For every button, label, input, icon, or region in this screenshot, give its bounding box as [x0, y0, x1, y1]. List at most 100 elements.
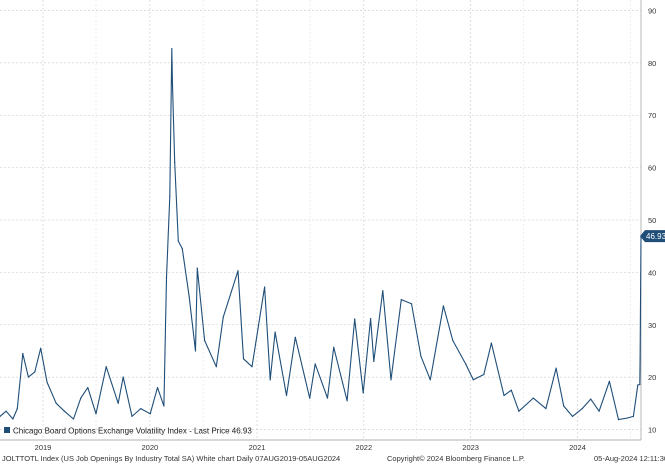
data-point: [390, 379, 392, 381]
data-point: [40, 347, 42, 349]
data-point: [80, 397, 82, 399]
data-point: [72, 418, 75, 420]
data-point: [617, 419, 620, 421]
data-point: [95, 413, 97, 415]
data-point: [608, 380, 611, 382]
data-point: [626, 417, 629, 419]
data-point: [382, 290, 384, 292]
data-point: [171, 80, 173, 82]
footer-source-text: JOLTTOTL Index (US Job Openings By Indus…: [2, 454, 341, 463]
data-point: [34, 371, 36, 373]
data-point: [269, 379, 271, 381]
data-point: [22, 353, 24, 355]
x-tick-label: 2021: [249, 443, 266, 452]
data-point: [174, 161, 176, 163]
y-tick-label: 80: [648, 59, 656, 68]
legend: Chicago Board Options Exchange Volatilit…: [4, 427, 252, 436]
footer-timestamp: 05-Aug-2024 12:11:30: [594, 454, 665, 463]
data-point: [571, 415, 574, 417]
x-tick-label: 2023: [462, 443, 479, 452]
data-point: [639, 383, 641, 386]
x-tick-label: 2019: [35, 443, 52, 452]
data-point: [637, 384, 639, 386]
data-point: [181, 248, 183, 250]
data-point: [194, 350, 197, 352]
data-point: [452, 339, 454, 342]
data-point: [442, 305, 444, 307]
data-point: [149, 413, 151, 415]
data-point: [87, 387, 89, 389]
data-point: [362, 392, 364, 394]
data-point: [215, 366, 217, 368]
data-point: [465, 363, 467, 365]
last-price-tag: 46.93: [640, 230, 665, 243]
y-tick-label: 20: [648, 373, 656, 382]
data-point: [483, 373, 485, 376]
data-point: [532, 397, 534, 399]
data-point: [285, 394, 288, 397]
data-point: [5, 410, 7, 412]
data-point: [196, 267, 198, 269]
data-point: [165, 277, 168, 279]
data-point: [632, 415, 635, 417]
data-point: [346, 400, 348, 402]
x-tick-label: 2024: [569, 443, 586, 452]
y-tick-label: 60: [648, 164, 656, 173]
data-point: [274, 331, 276, 333]
data-point: [122, 376, 124, 378]
data-point: [188, 295, 190, 297]
y-axis-tick-labels: 10 20 30 40 50 60 70 80 90: [648, 6, 656, 434]
data-point: [156, 387, 159, 389]
y-tick-label: 30: [648, 321, 656, 330]
last-price-tag-shape: [640, 230, 665, 243]
data-point: [581, 408, 583, 410]
data-point: [222, 316, 224, 318]
legend-swatch: [4, 427, 10, 433]
data-point: [590, 398, 592, 400]
data-point: [472, 379, 474, 381]
data-point: [16, 408, 18, 410]
data-point: [55, 402, 57, 404]
data-point: [309, 397, 311, 399]
x-tick-label: 2020: [142, 443, 159, 452]
data-point: [333, 346, 335, 348]
data-point: [314, 363, 316, 365]
data-point: [410, 303, 413, 305]
data-point: [171, 48, 173, 50]
legend-entry: Chicago Board Options Exchange Volatilit…: [13, 427, 252, 436]
data-point: [251, 366, 253, 368]
data-point: [105, 366, 107, 368]
data-point: [420, 355, 422, 357]
data-point: [163, 405, 165, 407]
y-tick-label: 10: [648, 426, 656, 435]
data-point: [563, 405, 565, 407]
data-point: [294, 336, 296, 338]
y-tick-label: 50: [648, 216, 656, 225]
data-point: [169, 195, 171, 197]
last-price-tag-text: 46.93: [646, 232, 665, 241]
data-point: [373, 360, 375, 362]
data-point: [63, 410, 65, 412]
footer-copyright: Copyright© 2024 Bloomberg Finance L.P.: [387, 454, 525, 463]
data-point: [46, 381, 48, 383]
data-point: [12, 418, 14, 420]
data-point: [204, 339, 206, 342]
series-line: [0, 48, 642, 421]
data-point: [545, 408, 547, 410]
data-point: [177, 240, 179, 242]
data-point: [326, 397, 329, 399]
data-point: [370, 317, 372, 320]
data-point: [354, 318, 356, 320]
data-point: [639, 358, 641, 360]
grid-lines: [0, 0, 641, 440]
x-tick-label: 2022: [355, 443, 372, 452]
data-point: [400, 299, 402, 301]
data-point: [510, 389, 512, 391]
data-point: [264, 286, 266, 288]
data-point: [429, 379, 431, 381]
series-layer: [0, 48, 642, 421]
data-point: [490, 342, 492, 344]
data-point: [555, 367, 557, 369]
y-tick-label: 70: [648, 111, 656, 120]
